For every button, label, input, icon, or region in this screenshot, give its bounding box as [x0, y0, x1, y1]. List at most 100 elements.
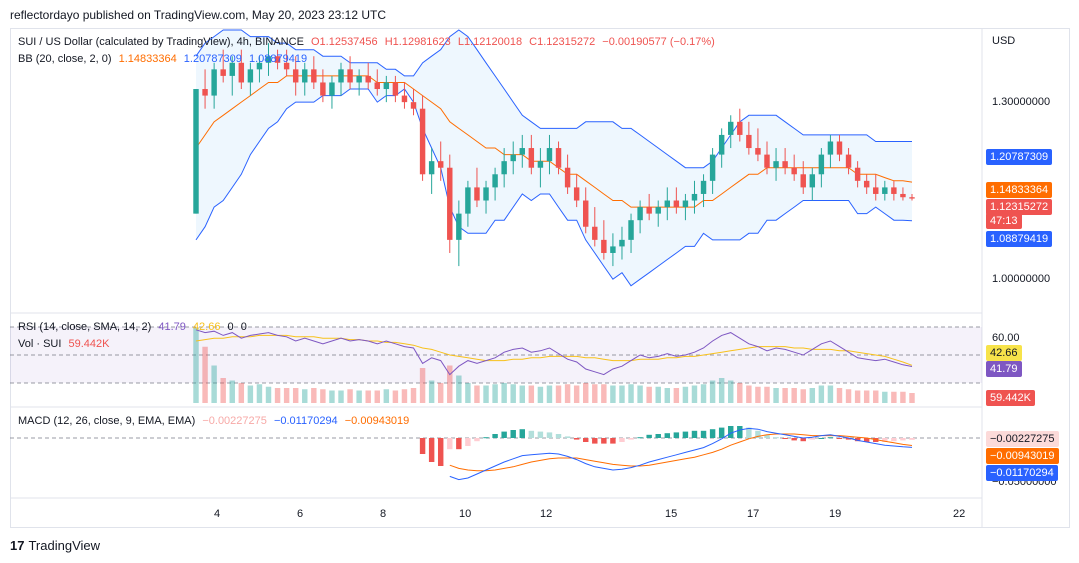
macd-hist-bar [664, 433, 671, 438]
main-legend: SUI / US Dollar (calculated by TradingVi… [18, 36, 719, 48]
footer-brand[interactable]: TradingView [28, 538, 101, 553]
macd-hist-bar [510, 430, 516, 438]
rsi-value: 41.79 [158, 321, 186, 333]
volume-bar [755, 386, 761, 403]
macd-legend: MACD (12, 26, close, 9, EMA, EMA) −0.002… [18, 415, 413, 427]
ohlc-open: O1.12537456 [310, 36, 378, 48]
macd-hist-bar [682, 431, 689, 438]
volume-bar [474, 385, 480, 403]
candle-body [447, 167, 453, 240]
volume-bar [292, 388, 299, 403]
candle-body [755, 148, 761, 155]
candle-body [410, 102, 417, 109]
macd-hist-bar [845, 438, 852, 440]
macd-hist-bar [882, 438, 888, 442]
macd-hist-bar [628, 438, 634, 440]
time-tick-4: 4 [214, 508, 221, 520]
macd-hist-bar [709, 429, 716, 438]
volume-bar [519, 385, 525, 403]
volume-bar [601, 384, 607, 403]
volume-bar [220, 378, 226, 403]
vol-value: 59.442K [68, 338, 110, 350]
volume-bar [836, 388, 843, 403]
candle-body [546, 148, 553, 162]
volume-bar [537, 386, 544, 403]
volume-bar [800, 389, 806, 403]
volume-bar [728, 380, 734, 403]
time-tick-12: 12 [540, 508, 553, 520]
candle-body [564, 167, 571, 188]
candle-body [601, 239, 607, 253]
candle-body [646, 207, 652, 214]
currency-label: USD [992, 35, 1016, 47]
chart-frame [10, 28, 1070, 528]
volume-bar [682, 386, 689, 403]
bb-label[interactable]: BB (20, close, 2, 0) [18, 53, 112, 65]
volume-bar [202, 346, 208, 403]
macd-hist-bar [673, 432, 680, 438]
volume-bar [845, 389, 852, 403]
candle-body [691, 193, 698, 201]
macd-signal-line [449, 433, 913, 472]
candle-body [782, 161, 788, 168]
bb-lower-value: 1.08879419 [248, 53, 308, 65]
volume-bar [891, 391, 897, 403]
volume-bar [673, 388, 680, 403]
volume-bar [555, 385, 562, 403]
time-tick-22: 22 [953, 508, 966, 520]
volume-bar [311, 388, 317, 403]
macd-hist-bar [836, 438, 843, 439]
candle-body [320, 82, 326, 96]
tradingview-logo-icon: 17 [10, 538, 25, 553]
vol-label[interactable]: Vol · SUI [18, 338, 62, 350]
macd-hist-bar [718, 427, 725, 438]
volume-bar [401, 389, 408, 403]
candle-body [401, 95, 408, 103]
volume-bar [229, 380, 235, 403]
rsi-label[interactable]: RSI (14, close, SMA, 14, 2) [18, 321, 152, 333]
macd-hist-bar [863, 438, 870, 442]
candle-body [437, 161, 444, 168]
symbol-label[interactable]: SUI / US Dollar (calculated by TradingVi… [18, 36, 304, 48]
price-tick-2: 1.00000000 [992, 273, 1051, 285]
tag-volume: 59.442K [986, 390, 1035, 406]
candle-body [555, 148, 562, 168]
volume-bar [419, 368, 426, 403]
candle-body [374, 82, 380, 90]
candle-body [365, 75, 371, 83]
candle-body [891, 187, 897, 194]
tag-macd-line: −0.01170294 [986, 465, 1058, 481]
tag-macd-hist: −0.00227275 [986, 431, 1059, 447]
candle-body [818, 154, 825, 175]
volume-bar [428, 380, 435, 403]
volume-bar [238, 383, 245, 403]
macd-signal-value: −0.00943019 [344, 415, 410, 427]
macd-hist-bar [809, 438, 816, 440]
price-tick-1: 1.30000000 [992, 96, 1051, 108]
tag-rsi-ma: 42.66 [986, 345, 1022, 361]
macd-hist-bar [800, 438, 806, 442]
macd-hist-bar [637, 437, 643, 439]
volume-bar [854, 390, 861, 403]
candle-body [483, 187, 489, 201]
rsi-legend: RSI (14, close, SMA, 14, 2) 41.79 42.66 … [18, 321, 251, 333]
candle-body [274, 56, 281, 63]
candle-body [265, 56, 272, 63]
macd-hist-bar [691, 430, 698, 438]
footer: 17 TradingView [10, 538, 100, 553]
macd-line [449, 427, 913, 481]
volume-bar [465, 383, 471, 403]
candle-body [283, 62, 290, 70]
macd-label[interactable]: MACD (12, 26, close, 9, EMA, EMA) [18, 415, 196, 427]
volume-bar [528, 385, 535, 403]
volume-bar [501, 383, 507, 403]
volume-bar [338, 390, 344, 403]
volume-bar [583, 383, 589, 403]
volume-bar [320, 389, 326, 403]
candle-body [873, 187, 879, 194]
macd-hist-bar [546, 432, 553, 438]
volume-bar [900, 391, 906, 403]
volume-bar [882, 391, 888, 403]
candle-body [419, 108, 426, 175]
